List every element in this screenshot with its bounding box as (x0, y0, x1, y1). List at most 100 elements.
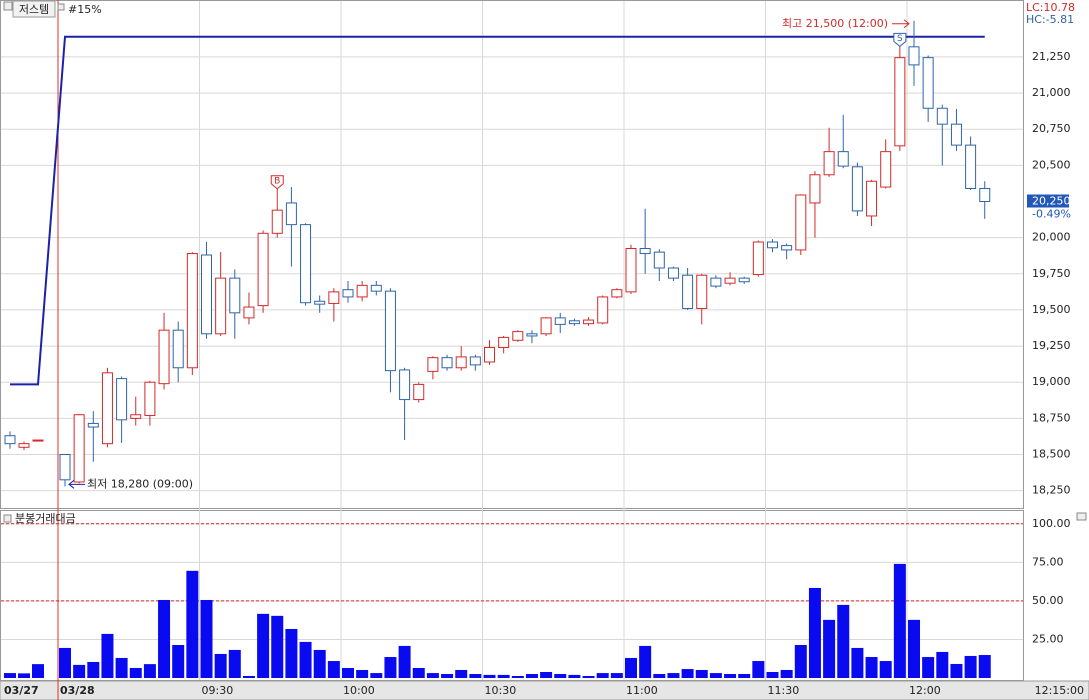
price-pane (0, 0, 1024, 509)
plot (1, 20, 1023, 678)
hc-label: HC:-5.81 (1026, 13, 1074, 26)
candle-body (314, 300, 326, 305)
signal-marker (893, 32, 907, 48)
candle-body (583, 319, 595, 325)
candle-body (837, 151, 849, 167)
candle-body (285, 202, 297, 226)
stock-button[interactable] (12, 0, 56, 18)
signal-marker (270, 175, 284, 190)
candle-body (625, 247, 637, 293)
x-tick-label: 10:00 (343, 684, 375, 697)
volume-bar (271, 615, 284, 678)
last-price-change: -0.49% (1032, 208, 1071, 221)
volume-bar (738, 673, 751, 678)
volume-bar (582, 675, 595, 678)
close-pane[interactable] (1076, 512, 1087, 521)
y-tick-label: 19,000 (1032, 375, 1071, 388)
low-annotation: 최저 18,280 (09:00) (87, 477, 193, 490)
y-tick-label: 19,500 (1032, 303, 1071, 316)
candle-body (342, 289, 354, 298)
y-tick-label: 75.00 (1032, 555, 1064, 568)
candle-body (4, 435, 16, 445)
x-tick-label: 11:30 (768, 684, 800, 697)
time-axis (0, 680, 1089, 700)
stock-name[interactable]: 저스템 (19, 3, 49, 16)
volume-bar (441, 673, 454, 678)
candle-body (767, 241, 778, 249)
candle-body (950, 123, 962, 146)
candle-body (229, 277, 241, 314)
x-tick-label: 11:00 (626, 684, 658, 697)
volume-bar (172, 645, 185, 678)
candle-body (526, 333, 538, 337)
candle-body (710, 277, 722, 287)
volume-bar (808, 587, 821, 678)
volume-bar (299, 641, 312, 678)
volume-bar (32, 664, 44, 678)
volume-bar (667, 673, 680, 678)
candle-body (682, 274, 694, 309)
candle-body (823, 151, 835, 176)
volume-bar (158, 599, 171, 678)
menu-icon[interactable] (3, 1, 13, 11)
volume-bar (794, 645, 807, 678)
volume-bar (893, 563, 906, 678)
volume-bar (455, 669, 468, 678)
volume-bar (610, 673, 623, 678)
candle-body (201, 254, 212, 335)
candle-body (738, 277, 750, 283)
volume-bar (497, 674, 510, 678)
candle-body (300, 224, 312, 304)
volume-icon (3, 514, 12, 523)
volume-bar (384, 657, 397, 678)
y-tick-label: 100.00 (1032, 517, 1071, 530)
volume-bar (115, 657, 128, 678)
candle-body (328, 291, 340, 304)
candle-body (87, 422, 99, 428)
volume-bar (483, 674, 496, 678)
candle-body (611, 289, 623, 298)
x-tick-label: 10:30 (485, 684, 517, 697)
volume-bar (242, 675, 255, 678)
y-tick-label: 18,750 (1032, 411, 1071, 424)
volume-bar (342, 667, 354, 678)
candle-body (413, 383, 425, 401)
candle-body (965, 144, 977, 189)
volume-bar (823, 619, 836, 678)
y-tick-label: 20,000 (1032, 231, 1071, 244)
high-annotation: 최고 21,500 (12:00) (782, 17, 888, 30)
y-tick-label: 20,500 (1032, 158, 1071, 171)
volume-bar (228, 649, 241, 678)
volume-bar (73, 664, 86, 678)
volume-bar (87, 661, 100, 678)
y-tick-label: 21,000 (1032, 86, 1071, 99)
y-tick-label: 19,750 (1032, 267, 1071, 280)
y-tick-label: 50.00 (1032, 594, 1064, 607)
candle-body (667, 267, 679, 279)
volume-bar (978, 655, 991, 678)
candle-body (427, 357, 439, 372)
signal-label: S (897, 34, 903, 44)
y-tick-label: 18,500 (1032, 448, 1071, 461)
volume-bar (525, 673, 538, 678)
candle-body (540, 317, 552, 335)
last-price-label: 20,250 (1032, 195, 1071, 208)
volume-bar (554, 673, 567, 678)
y-tick-label: 21,250 (1032, 50, 1071, 63)
x-tick-label: 03/27 (4, 684, 39, 697)
volume-bar (639, 645, 652, 678)
candle-body (215, 277, 227, 335)
volume-bar (540, 671, 553, 678)
volume-bar (568, 674, 581, 678)
candle-body (384, 290, 396, 372)
high-arrow (892, 19, 910, 29)
volume-bar (200, 599, 213, 678)
volume-bar (186, 570, 199, 678)
candle-body (130, 414, 142, 419)
x-tick-label: 12:00 (909, 684, 941, 697)
candle-body (243, 306, 255, 319)
candle-body (781, 245, 793, 251)
volume-bar (398, 645, 411, 678)
candle-body (172, 329, 184, 369)
